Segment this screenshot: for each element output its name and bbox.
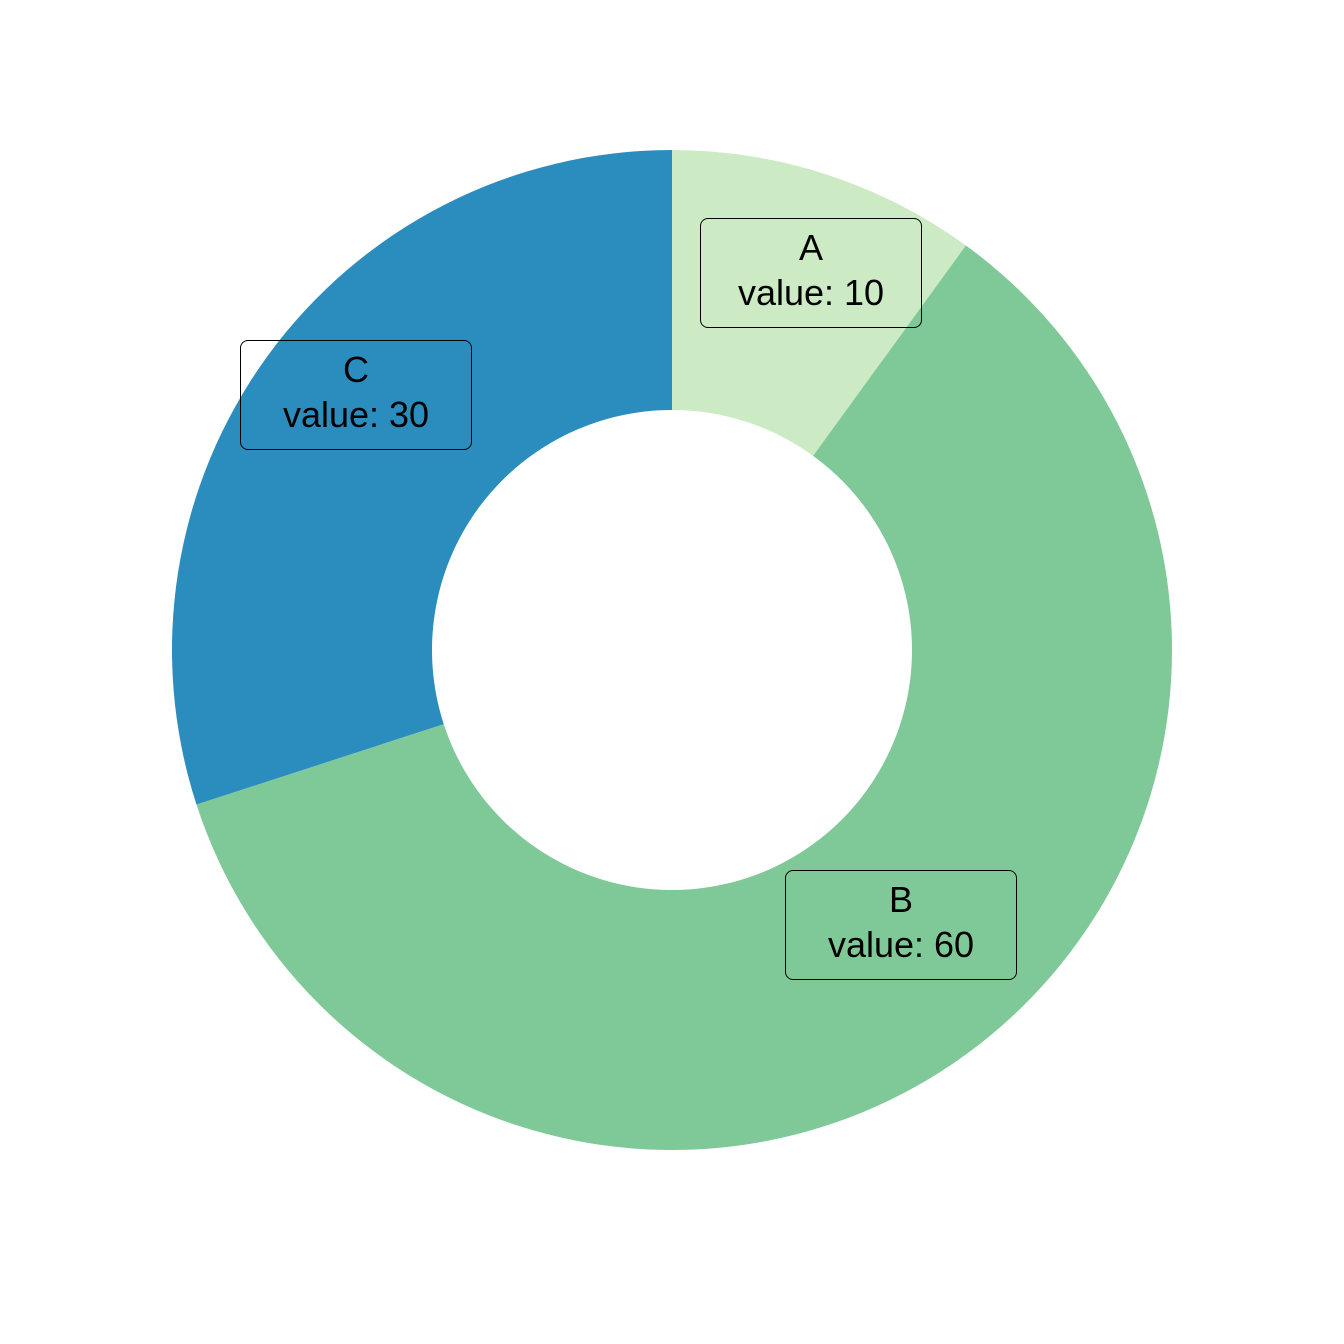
slice-label-b: B value: 60 (785, 870, 1017, 980)
slice-name-c: C (255, 347, 457, 392)
slice-label-c: C value: 30 (240, 340, 472, 450)
slice-value-b: value: 60 (800, 922, 1002, 967)
donut-chart: A value: 10 B value: 60 C value: 30 (0, 0, 1344, 1344)
slice-value-a: value: 10 (715, 270, 907, 315)
donut-chart-svg (0, 0, 1344, 1344)
slice-name-b: B (800, 877, 1002, 922)
slice-value-c: value: 30 (255, 392, 457, 437)
slice-label-a: A value: 10 (700, 218, 922, 328)
slice-name-a: A (715, 225, 907, 270)
slice-c (172, 150, 672, 805)
